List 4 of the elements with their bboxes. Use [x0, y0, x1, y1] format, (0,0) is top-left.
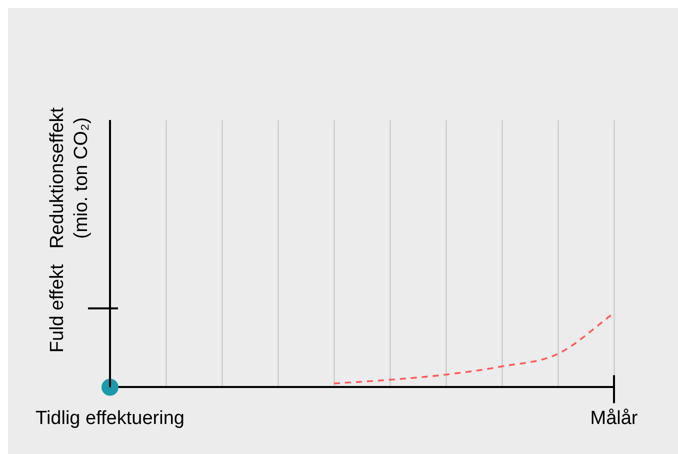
y-axis-title: Reduktionseffekt (mio. ton CO₂) [47, 106, 92, 249]
text: Fuld effekt [47, 263, 68, 353]
x-tick-label: Målår [590, 408, 638, 429]
x-tick-label: Tidlig effektuering [36, 408, 184, 429]
